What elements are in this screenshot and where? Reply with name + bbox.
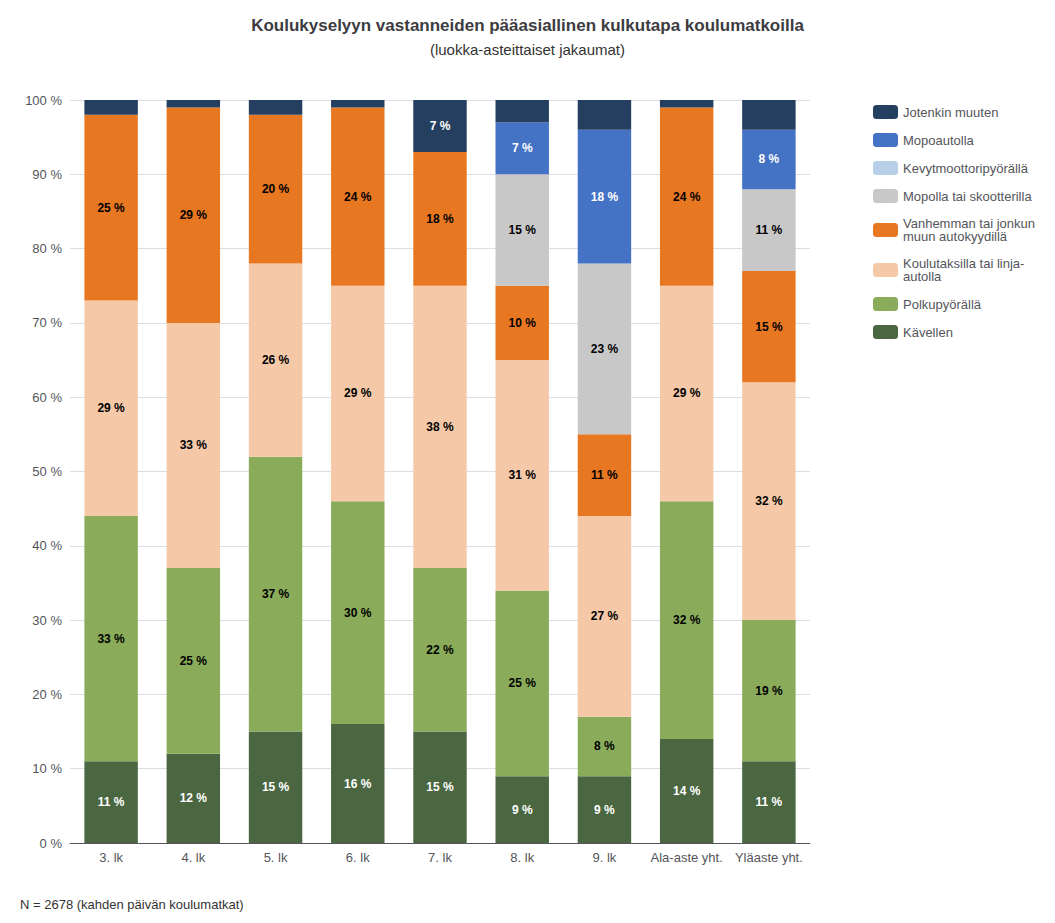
svg-text:25 %: 25 % — [180, 654, 208, 668]
svg-text:32 %: 32 % — [673, 613, 701, 627]
svg-text:7 %: 7 % — [512, 141, 533, 155]
svg-text:Koulutaksilla tai linja-: Koulutaksilla tai linja- — [903, 256, 1025, 271]
svg-text:27 %: 27 % — [591, 609, 619, 623]
svg-text:7. lk: 7. lk — [428, 850, 452, 865]
svg-text:24 %: 24 % — [344, 190, 372, 204]
svg-text:29 %: 29 % — [673, 386, 701, 400]
svg-text:90 %: 90 % — [32, 167, 62, 182]
svg-text:15 %: 15 % — [509, 223, 537, 237]
svg-text:29 %: 29 % — [97, 401, 125, 415]
svg-text:10 %: 10 % — [509, 316, 537, 330]
svg-text:29 %: 29 % — [344, 386, 372, 400]
svg-text:11 %: 11 % — [98, 795, 125, 809]
svg-text:32 %: 32 % — [755, 494, 783, 508]
svg-text:33 %: 33 % — [180, 438, 208, 452]
svg-text:Kävellen: Kävellen — [903, 325, 953, 340]
svg-text:Koulukyselyyn vastanneiden pää: Koulukyselyyn vastanneiden pääasiallinen… — [251, 16, 804, 35]
svg-text:40 %: 40 % — [32, 538, 62, 553]
svg-text:(luokka-asteittaiset jakaumat): (luokka-asteittaiset jakaumat) — [430, 41, 625, 58]
svg-text:33 %: 33 % — [97, 632, 125, 646]
svg-text:16 %: 16 % — [344, 777, 372, 791]
svg-text:Mopoautolla: Mopoautolla — [903, 133, 975, 148]
svg-text:60 %: 60 % — [32, 390, 62, 405]
svg-text:31 %: 31 % — [509, 468, 537, 482]
svg-text:11 %: 11 % — [591, 468, 618, 482]
svg-text:Polkupyörällä: Polkupyörällä — [903, 297, 982, 312]
svg-text:11 %: 11 % — [756, 795, 783, 809]
svg-text:20 %: 20 % — [262, 182, 290, 196]
svg-text:9 %: 9 % — [594, 803, 615, 817]
svg-text:8 %: 8 % — [759, 152, 780, 166]
svg-text:20 %: 20 % — [32, 687, 62, 702]
svg-text:30 %: 30 % — [344, 606, 372, 620]
svg-text:Jotenkin muuten: Jotenkin muuten — [903, 105, 998, 120]
svg-text:24 %: 24 % — [673, 190, 701, 204]
svg-text:muun autokyydillä: muun autokyydillä — [903, 229, 1008, 244]
svg-text:14 %: 14 % — [673, 784, 701, 798]
svg-text:80 %: 80 % — [32, 241, 62, 256]
svg-text:11 %: 11 % — [756, 223, 783, 237]
svg-text:9. lk: 9. lk — [593, 850, 617, 865]
svg-text:22 %: 22 % — [426, 643, 454, 657]
svg-text:23 %: 23 % — [591, 342, 619, 356]
svg-text:Vanhemman tai jonkun: Vanhemman tai jonkun — [903, 216, 1035, 231]
svg-text:70 %: 70 % — [32, 315, 62, 330]
svg-text:8. lk: 8. lk — [510, 850, 534, 865]
svg-text:50 %: 50 % — [32, 464, 62, 479]
svg-text:3. lk: 3. lk — [99, 850, 123, 865]
svg-text:18 %: 18 % — [426, 212, 454, 226]
svg-text:25 %: 25 % — [509, 676, 537, 690]
svg-text:4. lk: 4. lk — [181, 850, 205, 865]
svg-text:autolla: autolla — [903, 269, 942, 284]
svg-text:6. lk: 6. lk — [346, 850, 370, 865]
svg-text:37 %: 37 % — [262, 587, 290, 601]
svg-text:26 %: 26 % — [262, 353, 290, 367]
svg-text:18 %: 18 % — [591, 190, 619, 204]
svg-text:38 %: 38 % — [426, 420, 454, 434]
svg-text:Kevytmoottoripyörällä: Kevytmoottoripyörällä — [903, 161, 1029, 176]
svg-text:Yläaste yht.: Yläaste yht. — [735, 850, 803, 865]
svg-text:15 %: 15 % — [426, 780, 454, 794]
svg-text:15 %: 15 % — [262, 780, 290, 794]
svg-text:15 %: 15 % — [755, 320, 783, 334]
svg-text:Mopolla tai skootterilla: Mopolla tai skootterilla — [903, 189, 1032, 204]
svg-text:0 %: 0 % — [40, 836, 63, 851]
svg-text:19 %: 19 % — [755, 684, 783, 698]
svg-text:N = 2678 (kahden päivän koulum: N = 2678 (kahden päivän koulumatkat) — [20, 897, 244, 912]
svg-text:Ala-aste yht.: Ala-aste yht. — [651, 850, 723, 865]
svg-text:29 %: 29 % — [180, 208, 208, 222]
svg-text:12 %: 12 % — [180, 791, 208, 805]
svg-text:30 %: 30 % — [32, 613, 62, 628]
svg-text:5. lk: 5. lk — [264, 850, 288, 865]
svg-text:8 %: 8 % — [594, 739, 615, 753]
svg-text:9 %: 9 % — [512, 803, 533, 817]
svg-text:10 %: 10 % — [32, 761, 62, 776]
svg-text:100 %: 100 % — [25, 93, 62, 108]
svg-text:7 %: 7 % — [430, 119, 451, 133]
svg-text:25 %: 25 % — [97, 201, 125, 215]
